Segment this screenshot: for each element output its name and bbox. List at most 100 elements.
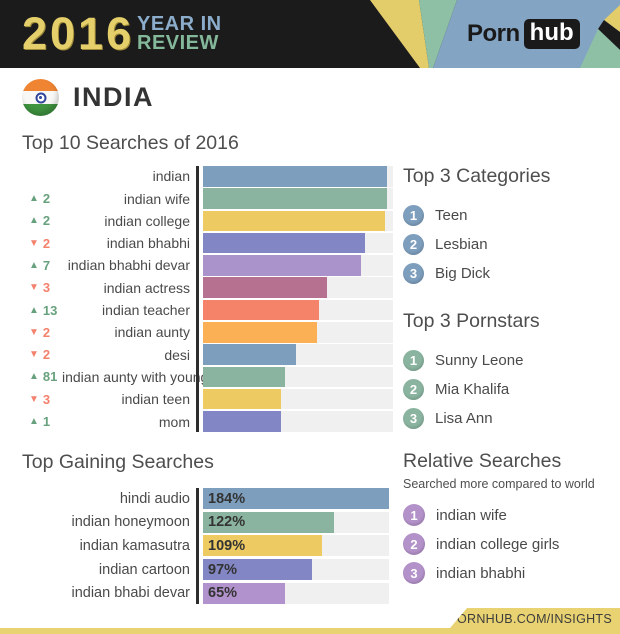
rank-change-value: 2 <box>42 213 51 229</box>
relative-search-item: 3 indian bhabhi <box>403 562 613 584</box>
gain-percent-label: 122% <box>208 514 246 531</box>
top-pornstars-list: 1 Sunny Leone 2 Mia Khalifa 3 Lisa Ann <box>403 349 613 429</box>
gaining-term-label: indian bhabi devar <box>71 585 190 602</box>
top-searches-title: Top 10 Searches of 2016 <box>22 132 239 154</box>
search-term-label: indian aunty with young <box>62 368 209 385</box>
relative-search-item: 1 indian wife <box>403 504 613 526</box>
bar-track <box>203 366 393 388</box>
rank-change-value: 7 <box>42 257 51 273</box>
relative-searches-list: 1 indian wife 2 indian college girls 3 indian… <box>403 504 613 584</box>
gaining-term-label: hindi audio <box>119 490 190 507</box>
category-item: 2 Lesbian <box>403 233 613 255</box>
search-row: indian <box>22 166 597 187</box>
bar-track <box>203 255 393 276</box>
rank-change-indicator: ▲ 7 <box>22 255 62 276</box>
rank-change-indicator: ▼ 3 <box>22 389 62 410</box>
gaining-bar: 109% <box>203 535 323 557</box>
chart-axis-line <box>196 166 199 432</box>
gaining-bar: 97% <box>203 559 312 581</box>
pornstar-item-label: Mia Khalifa <box>435 380 510 398</box>
bar-track: 65% <box>203 582 389 604</box>
search-row: ▲ 7 indian bhabhi devar <box>22 255 597 276</box>
up-arrow-icon: ▲ <box>29 371 39 383</box>
right-column-top: Top 3 Categories 1 Teen 2 Lesbian 3 Big Dick … <box>403 165 613 436</box>
category-item-label: Lesbian <box>435 235 488 253</box>
category-item-label: Big Dick <box>435 264 491 282</box>
search-term-label: indian bhabhi devar <box>67 257 190 274</box>
gain-percent-label: 65% <box>208 585 238 602</box>
pornhub-logo: Porn hub <box>467 0 580 68</box>
rank-change-indicator <box>22 166 62 187</box>
top-categories-title: Top 3 Categories <box>403 165 551 187</box>
search-bar <box>203 411 281 432</box>
country-name: INDIA <box>73 82 154 112</box>
gain-percent-label: 109% <box>208 537 246 554</box>
rank-number-badge: 2 <box>403 533 425 555</box>
search-term-label: desi <box>164 346 190 363</box>
search-row: ▼ 2 indian aunty <box>22 322 597 343</box>
search-bar <box>203 299 319 321</box>
search-term-label: indian actress <box>103 279 190 296</box>
year-in-review-title: YEAR IN REVIEW <box>137 14 222 54</box>
rank-number-badge: 3 <box>403 262 424 284</box>
category-item: 3 Big Dick <box>403 262 613 284</box>
bar-track: 184% <box>203 488 389 509</box>
rank-change-indicator: ▲ 2 <box>22 211 62 232</box>
top-gaining-chart: hindi audio 184% indian honeymoon 122% india… <box>22 488 597 606</box>
search-bar <box>203 344 297 365</box>
india-flag-icon <box>22 79 59 116</box>
search-bar <box>203 388 281 410</box>
gaining-term-label: indian honeymoon <box>71 514 190 531</box>
country-header: INDIA <box>22 79 154 116</box>
title-review: REVIEW <box>137 32 219 54</box>
gaining-row: indian kamasutra 109% <box>22 535 597 557</box>
search-row: ▲ 2 indian wife <box>22 188 597 209</box>
gaining-row: indian cartoon 97% <box>22 559 597 581</box>
bar-track <box>203 411 393 432</box>
bar-track <box>203 344 393 365</box>
bar-track <box>203 232 393 254</box>
rank-change-value: 2 <box>42 235 51 251</box>
footer-url: PORNHUB.COM/INSIGHTS <box>448 612 612 626</box>
rank-change-indicator: ▲ 13 <box>22 300 62 321</box>
rank-change-value: 2 <box>42 324 51 340</box>
bar-track <box>203 299 393 321</box>
search-term-label: indian teen <box>121 391 190 408</box>
gain-percent-label: 184% <box>208 490 246 507</box>
rank-number-badge: 2 <box>403 378 424 400</box>
pornstar-item: 2 Mia Khalifa <box>403 378 613 400</box>
category-item-label: Teen <box>435 206 468 224</box>
footer-banner: PORNHUB.COM/INSIGHTS <box>445 608 620 634</box>
right-column-bottom: Relative Searches Searched more compared… <box>403 450 613 591</box>
search-row: ▼ 3 indian teen <box>22 388 597 410</box>
category-item: 1 Teen <box>403 204 613 226</box>
logo-text-hub: hub <box>523 19 580 49</box>
rank-change-indicator: ▼ 2 <box>22 344 62 365</box>
gaining-row: hindi audio 184% <box>22 488 597 509</box>
bar-track <box>203 322 393 343</box>
rank-number-badge: 3 <box>403 407 424 429</box>
gaining-row: indian honeymoon 122% <box>22 511 597 533</box>
up-arrow-icon: ▲ <box>29 215 39 227</box>
gaining-row: indian bhabi devar 65% <box>22 582 597 604</box>
rank-change-indicator: ▲ 81 <box>22 367 62 388</box>
bar-track <box>203 210 393 232</box>
rank-change-value: 2 <box>42 347 51 363</box>
pornstar-item-label: Lisa Ann <box>435 409 493 427</box>
rank-change-value: 13 <box>42 302 58 318</box>
rank-change-value: 1 <box>42 414 51 430</box>
year-display: 2016 <box>22 8 135 59</box>
bar-track <box>203 277 393 298</box>
chart-axis-line <box>196 488 199 604</box>
rank-number-badge: 1 <box>403 349 424 371</box>
search-bar <box>203 255 361 276</box>
pornstar-item: 3 Lisa Ann <box>403 407 613 429</box>
up-arrow-icon: ▲ <box>29 304 39 316</box>
search-term-label: indian teacher <box>102 302 190 319</box>
search-bar <box>203 277 327 298</box>
down-arrow-icon: ▼ <box>29 349 39 361</box>
bar-track: 122% <box>203 511 389 533</box>
search-term-label: indian college <box>104 212 190 229</box>
rank-number-badge: 1 <box>403 204 424 226</box>
